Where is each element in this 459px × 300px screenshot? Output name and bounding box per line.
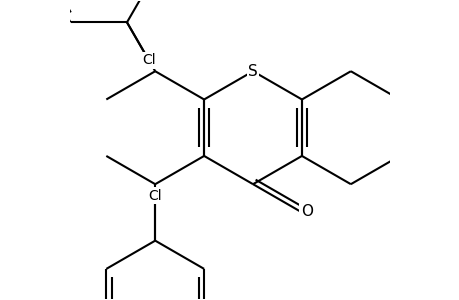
Text: O: O — [300, 203, 312, 218]
Text: Cl: Cl — [142, 53, 156, 68]
Text: Cl: Cl — [148, 189, 162, 203]
Text: S: S — [247, 64, 257, 79]
